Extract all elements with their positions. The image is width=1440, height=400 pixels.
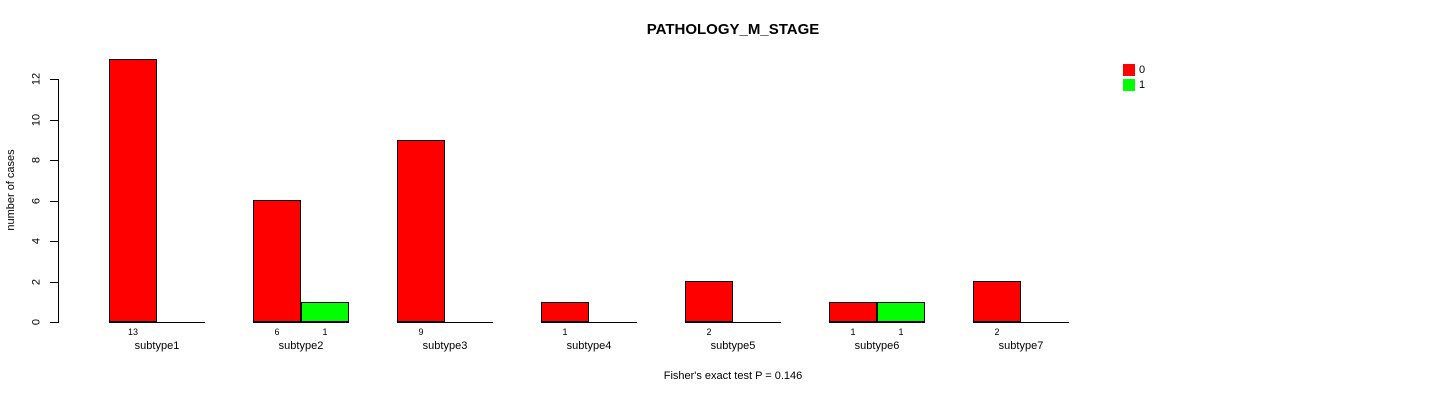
group-baseline: [685, 322, 781, 323]
legend-swatch: [1123, 64, 1135, 76]
bar-0: [253, 200, 301, 322]
bar-0: [685, 281, 733, 322]
bar-value-label: 1: [562, 327, 568, 337]
y-tick-label: 12: [30, 72, 43, 86]
bar-0: [397, 140, 445, 322]
bar-value-label: 9: [418, 327, 424, 337]
y-tick-label: 4: [30, 237, 43, 245]
x-category-label: subtype7: [998, 340, 1044, 352]
bar-1: [301, 302, 349, 322]
x-category-label: subtype2: [278, 340, 324, 352]
legend-label: 0: [1139, 64, 1146, 76]
x-category-label: subtype4: [566, 340, 612, 352]
y-tick: [50, 201, 58, 202]
group-baseline: [109, 322, 205, 323]
y-tick: [50, 322, 58, 323]
group-baseline: [397, 322, 493, 323]
y-tick: [50, 160, 58, 161]
bar-0: [829, 302, 877, 322]
bar-value-label: 13: [127, 327, 138, 337]
bar-value-label: 6: [274, 327, 280, 337]
group-baseline: [541, 322, 637, 323]
group-baseline: [253, 322, 349, 323]
y-tick-label: 10: [30, 113, 43, 127]
y-tick: [50, 79, 58, 80]
group-baseline: [829, 322, 925, 323]
y-tick-label: 2: [30, 278, 43, 286]
y-axis-line: [58, 79, 59, 323]
bar-value-label: 1: [850, 327, 856, 337]
x-category-label: subtype5: [710, 340, 756, 352]
bar-value-label: 2: [706, 327, 712, 337]
bar-value-label: 1: [322, 327, 328, 337]
y-tick: [50, 241, 58, 242]
x-category-label: subtype1: [134, 340, 180, 352]
y-tick: [50, 120, 58, 121]
y-tick: [50, 282, 58, 283]
stat-annotation: Fisher's exact test P = 0.146: [663, 370, 803, 382]
x-category-label: subtype6: [854, 340, 900, 352]
chart-title: PATHOLOGY_M_STAGE: [646, 21, 820, 38]
bar-1: [877, 302, 925, 322]
bar-value-label: 1: [898, 327, 904, 337]
bar-0: [109, 59, 157, 322]
bar-0: [541, 302, 589, 322]
legend-swatch: [1123, 79, 1135, 91]
group-baseline: [973, 322, 1069, 323]
legend-label: 1: [1139, 79, 1146, 91]
y-tick-label: 0: [30, 318, 43, 326]
bar-0: [973, 281, 1021, 322]
bar-value-label: 2: [994, 327, 1000, 337]
y-tick-label: 8: [30, 156, 43, 164]
x-category-label: subtype3: [422, 340, 468, 352]
legend-item: 1: [1123, 79, 1145, 91]
y-axis-label: number of cases: [5, 149, 17, 231]
y-tick-label: 6: [30, 197, 43, 205]
legend-item: 0: [1123, 64, 1145, 76]
